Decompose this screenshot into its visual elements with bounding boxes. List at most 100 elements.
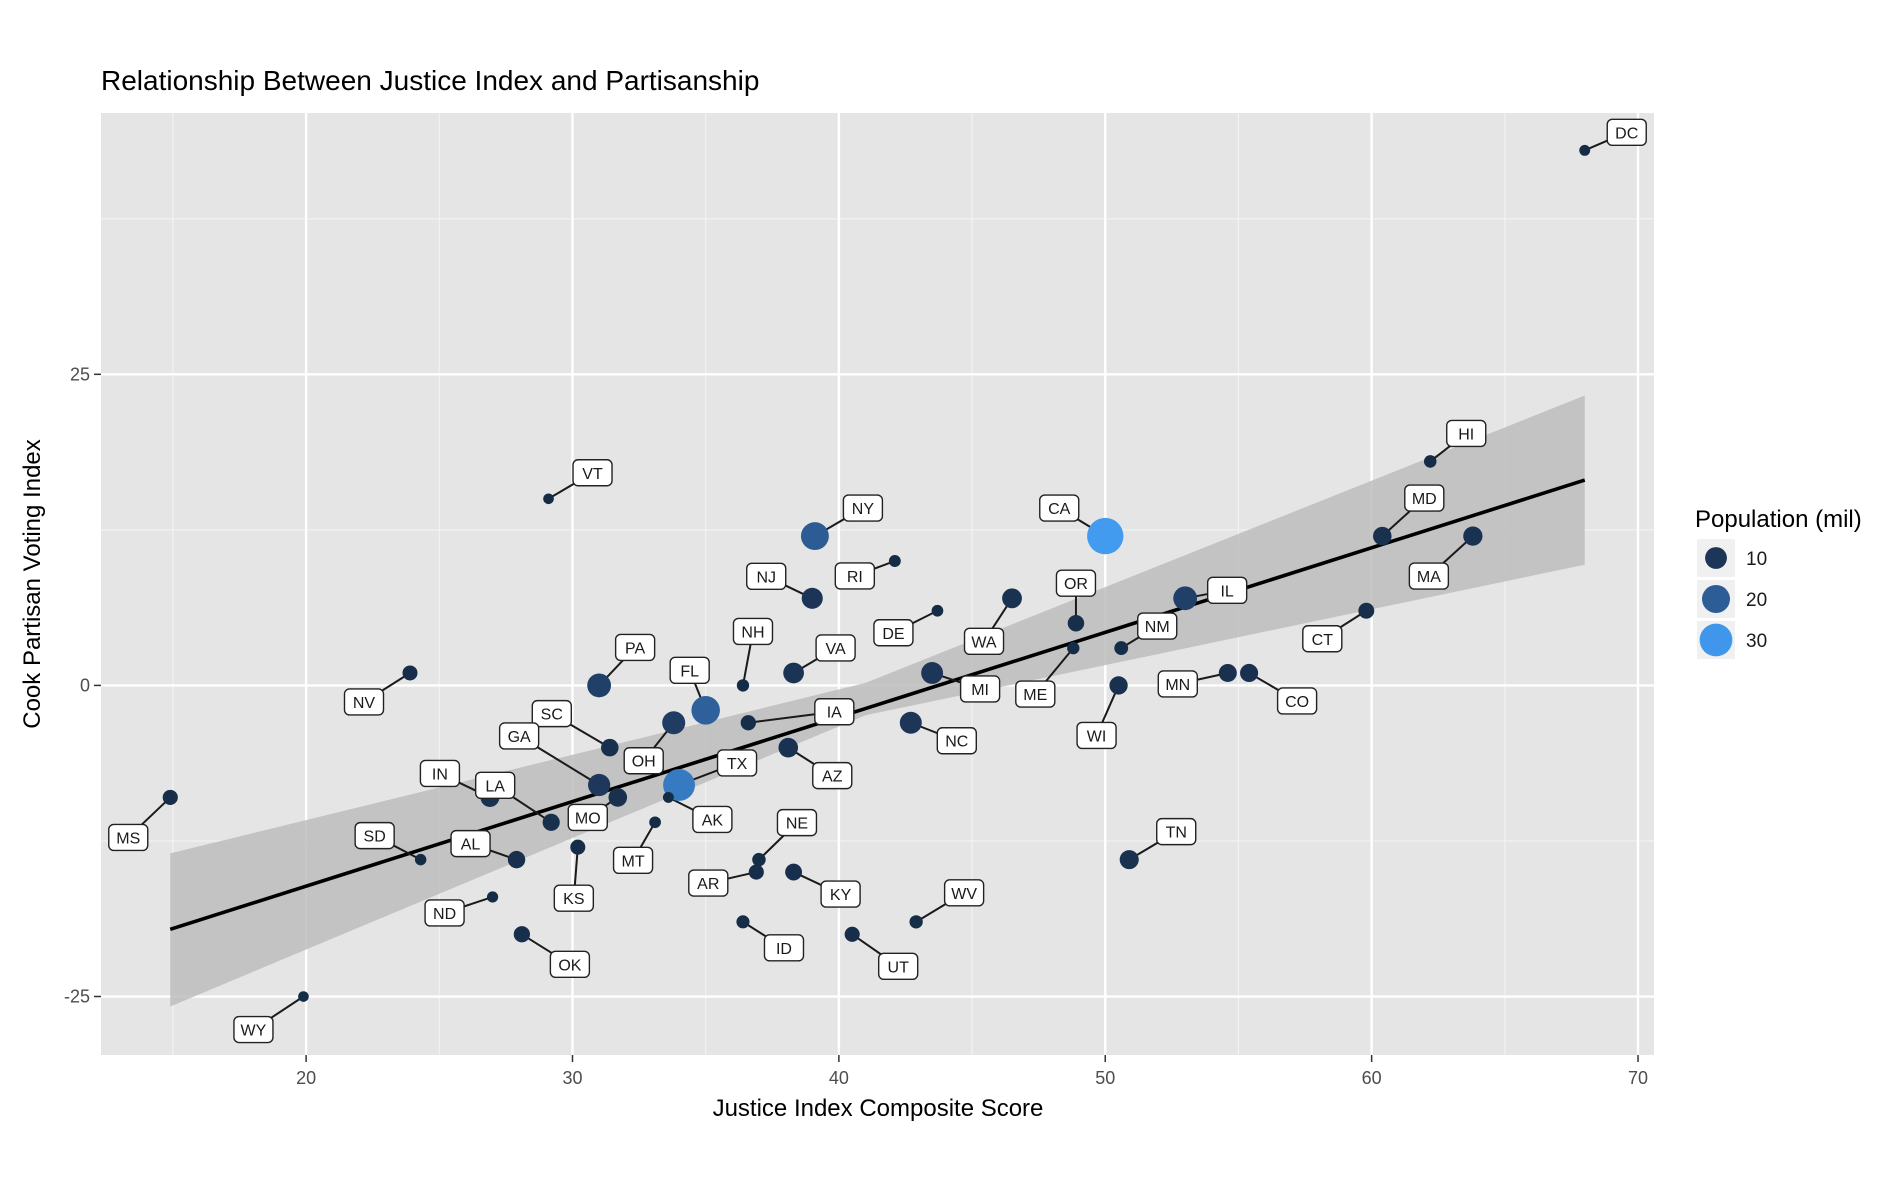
legend-swatch [1701, 584, 1731, 614]
trend-line [169, 478, 1586, 932]
state-label: NY [842, 494, 884, 522]
label-box [1276, 687, 1318, 715]
label-box [814, 698, 855, 726]
data-point [909, 915, 923, 929]
data-point [570, 839, 586, 855]
state-label: OR [1055, 569, 1097, 597]
state-label-text: OH [632, 754, 656, 771]
state-label: WV [943, 879, 985, 907]
label-box [1157, 670, 1198, 698]
state-label: WI [1076, 721, 1117, 750]
data-point [662, 711, 686, 735]
data-point [543, 493, 554, 505]
label-box [732, 617, 774, 646]
legend: Population (mil) 10 20 30 [1695, 506, 1862, 659]
state-label-text: OK [558, 957, 581, 974]
state-label-text: MS [116, 830, 140, 847]
data-point [402, 665, 418, 681]
state-label-text: NM [1145, 619, 1170, 636]
data-point [1240, 663, 1259, 683]
state-label-text: VA [826, 641, 846, 658]
state-label: CO [1276, 687, 1318, 715]
data-point [1358, 602, 1375, 619]
state-label-text: RI [847, 569, 863, 586]
state-label-text: DE [882, 626, 904, 643]
data-point [736, 679, 750, 692]
legend-swatch [1705, 547, 1727, 569]
state-label-text: AZ [822, 769, 843, 786]
state-label-text: FL [680, 663, 699, 680]
state-label-text: NH [741, 624, 764, 641]
state-label: NC [936, 727, 977, 755]
confidence-band-area [170, 395, 1585, 1007]
label-box [812, 761, 853, 790]
state-label-text: WI [1087, 728, 1107, 745]
data-point [1119, 850, 1139, 870]
label-box [474, 771, 516, 799]
state-label: NV [343, 688, 385, 716]
legend-label: 30 [1746, 631, 1767, 652]
label-box [1076, 721, 1117, 750]
state-label: MD [1404, 484, 1445, 512]
label-box [1404, 484, 1445, 512]
label-box [692, 805, 733, 834]
data-point [801, 587, 823, 609]
data-point [1579, 144, 1591, 156]
state-label-text: IN [432, 766, 448, 783]
label-box [623, 747, 664, 775]
state-label-text: SD [364, 829, 386, 846]
data-point [899, 711, 922, 734]
state-label-text: CO [1285, 694, 1309, 711]
state-label: AL [450, 829, 491, 858]
label-box [669, 656, 710, 685]
state-label: MO [567, 803, 608, 832]
label-box [108, 823, 149, 852]
state-label-text: NV [353, 695, 376, 712]
state-label-text: MD [1412, 491, 1437, 508]
data-point [1002, 588, 1022, 609]
state-label: DC [1606, 118, 1647, 147]
data-point [542, 813, 560, 831]
state-label-text: AR [697, 876, 719, 893]
state-label: IA [814, 698, 855, 726]
data-point [608, 788, 628, 807]
data-point [1114, 641, 1129, 655]
label-box [1137, 612, 1178, 640]
label-box [943, 879, 985, 907]
state-label: MI [959, 675, 1001, 703]
legend-label: 10 [1746, 549, 1767, 570]
y-axis-ticks: -25 0 25 [64, 364, 101, 1007]
data-points [162, 144, 1591, 1002]
state-label-text: IL [1220, 583, 1233, 600]
state-label: ME [1015, 680, 1056, 708]
data-point [1463, 526, 1483, 546]
data-point [1067, 614, 1085, 632]
data-point [162, 789, 178, 805]
x-tick-label: 40 [829, 1068, 849, 1088]
label-box [498, 722, 540, 750]
data-point [783, 662, 804, 684]
label-box [531, 699, 572, 728]
data-point [1087, 517, 1124, 555]
label-box [553, 884, 595, 912]
state-label-text: CA [1048, 501, 1071, 518]
label-box [354, 821, 395, 850]
state-label: KY [820, 880, 861, 908]
state-label-text: GA [508, 729, 531, 746]
data-point [800, 522, 829, 551]
confidence-band [170, 395, 1585, 1007]
label-box [936, 727, 977, 755]
label-box [419, 759, 461, 788]
label-box [1446, 419, 1487, 448]
label-box [763, 934, 805, 962]
data-point [844, 926, 860, 942]
label-box [1039, 494, 1080, 522]
state-label: UT [877, 952, 919, 980]
label-box [424, 899, 465, 927]
state-label: CT [1302, 625, 1343, 653]
label-box [1606, 118, 1647, 147]
state-label: MT [612, 846, 654, 874]
legend-label: 20 [1746, 590, 1767, 611]
data-point [1109, 676, 1128, 695]
state-label-text: UT [888, 959, 910, 976]
